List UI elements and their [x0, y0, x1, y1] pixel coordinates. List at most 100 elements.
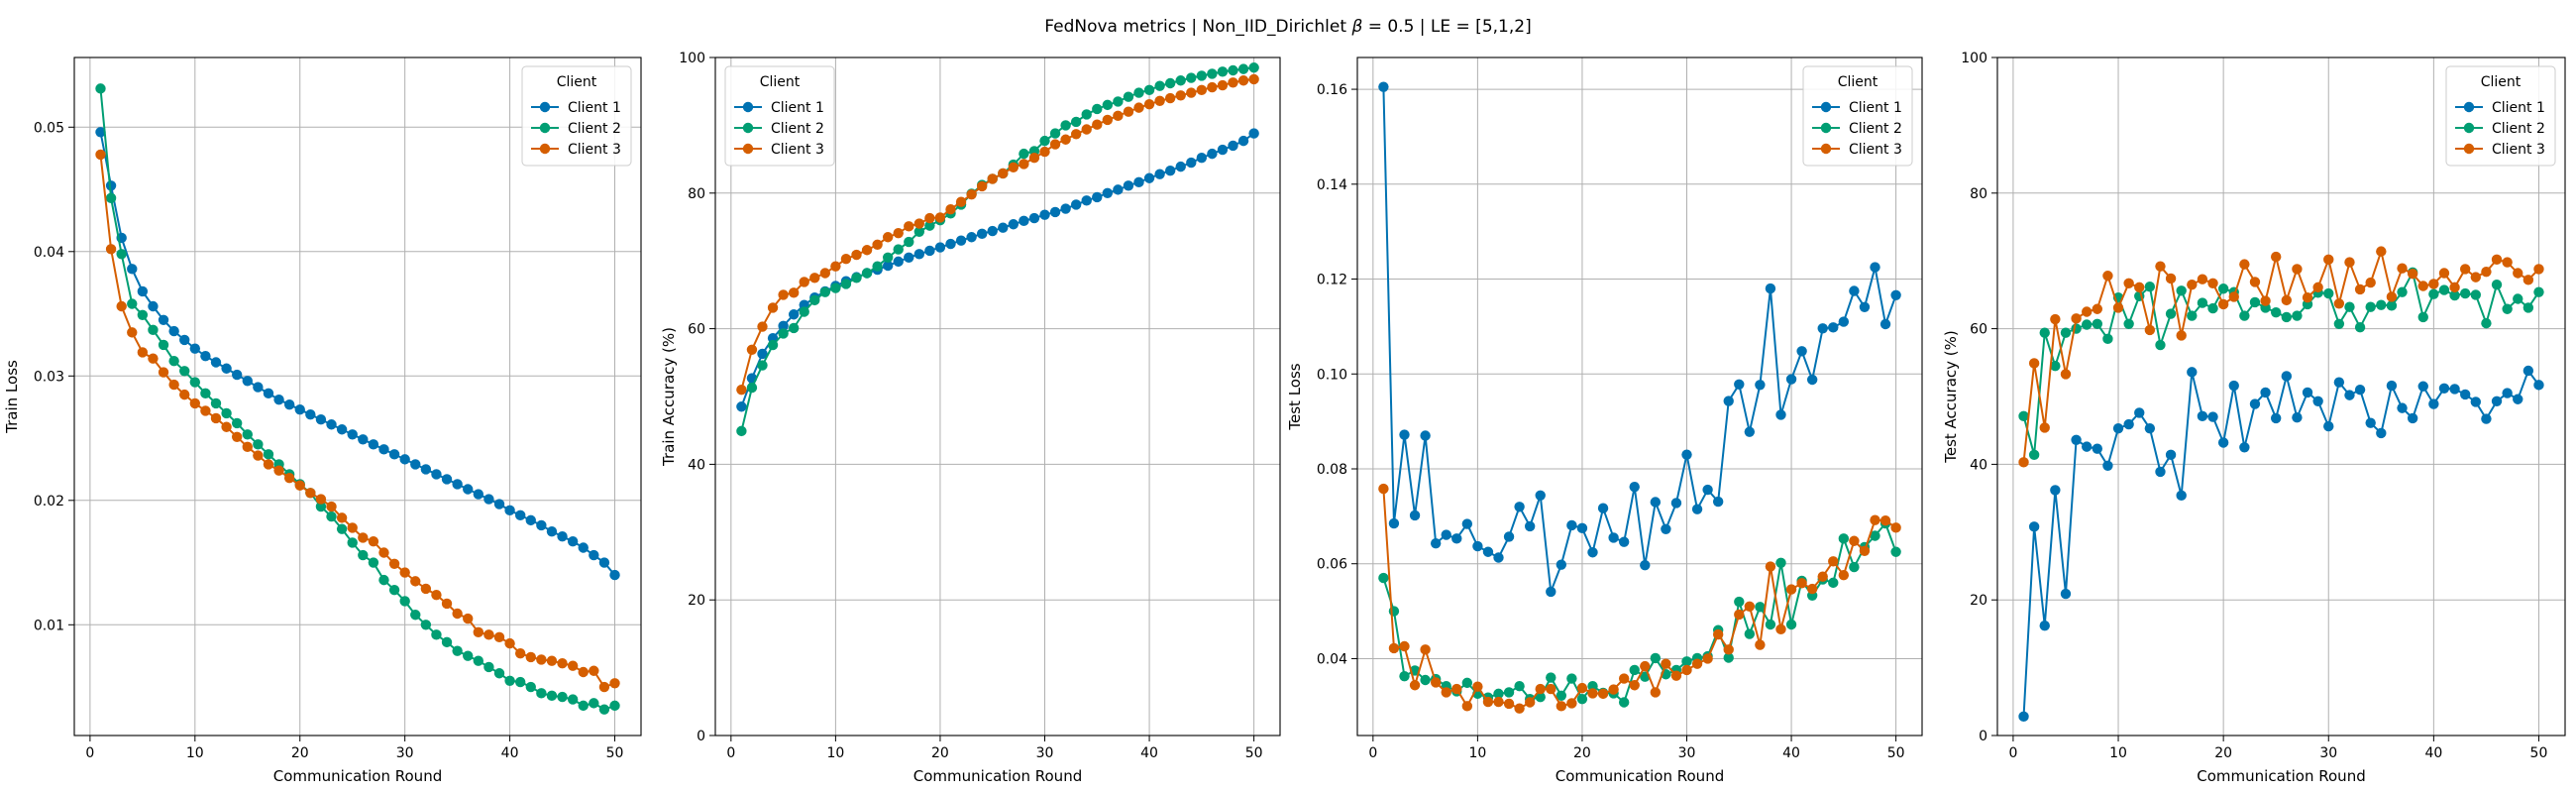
data-point — [767, 302, 779, 313]
data-point — [2354, 384, 2366, 396]
data-point — [514, 510, 526, 521]
chart-panel-1: 0 10 20 30 40 50 0.01 0.02 0.03 0.04 0.05 Communica… — [3, 57, 642, 785]
data-point — [2281, 311, 2293, 323]
data-point — [2438, 284, 2450, 295]
data-point — [2386, 380, 2398, 392]
data-point — [452, 645, 463, 656]
data-point — [799, 306, 809, 317]
data-point — [2270, 306, 2282, 318]
data-point — [746, 344, 758, 355]
legend-entry-label: Client 2 — [2492, 121, 2545, 137]
data-point — [904, 221, 914, 232]
data-point — [283, 398, 295, 410]
data-point — [1890, 546, 1901, 557]
data-point — [483, 661, 494, 673]
y-tick-label: 0.14 — [1317, 177, 1347, 193]
data-point — [1785, 584, 1797, 595]
data-point — [378, 547, 389, 558]
data-point — [788, 309, 800, 320]
data-point — [851, 249, 862, 261]
data-point — [2533, 264, 2544, 275]
data-point — [399, 454, 410, 465]
data-point — [2438, 268, 2450, 279]
data-point — [2207, 302, 2218, 314]
data-point — [2302, 291, 2313, 303]
data-point — [2312, 282, 2323, 293]
data-point — [463, 484, 474, 495]
data-point — [336, 424, 348, 435]
data-point — [2438, 383, 2450, 394]
data-point — [924, 220, 935, 231]
data-point — [253, 382, 264, 393]
data-point — [2417, 381, 2428, 392]
data-point — [2491, 396, 2503, 406]
data-point — [2081, 306, 2093, 317]
data-point — [589, 549, 599, 561]
legend-entry-label: Client 1 — [2492, 100, 2545, 116]
data-point — [976, 228, 988, 240]
data-point — [1535, 692, 1546, 703]
x-axis-label: Communication Round — [2197, 767, 2365, 785]
series-client-3 — [2018, 246, 2544, 468]
data-point — [2018, 457, 2029, 468]
x-tick-label: 10 — [1468, 745, 1486, 761]
data-point — [2312, 396, 2323, 406]
data-point — [2249, 296, 2261, 308]
data-point — [2155, 339, 2166, 351]
data-point — [1890, 289, 1901, 301]
data-point — [1597, 503, 1609, 513]
data-point — [2155, 261, 2166, 272]
data-point — [2522, 365, 2534, 377]
data-point — [589, 665, 599, 676]
data-point — [1123, 91, 1134, 102]
data-point — [2217, 283, 2229, 294]
x-tick-label: 20 — [291, 745, 309, 761]
data-point — [872, 261, 883, 272]
data-point — [2134, 407, 2145, 418]
data-point — [1378, 81, 1389, 92]
data-point — [105, 244, 117, 255]
x-tick-label: 40 — [501, 745, 519, 761]
series-client-2 — [2018, 267, 2544, 461]
legend-swatch-marker — [1820, 122, 1832, 134]
data-point — [1060, 120, 1071, 131]
data-point — [2365, 301, 2376, 312]
data-point — [2123, 318, 2134, 330]
data-point — [1237, 135, 1249, 147]
data-point — [2502, 257, 2513, 268]
data-point — [2018, 711, 2029, 723]
data-point — [1744, 628, 1756, 639]
data-point — [819, 286, 831, 297]
data-point — [2333, 298, 2345, 309]
data-point — [2397, 402, 2408, 413]
data-point — [1556, 559, 1567, 570]
data-point — [924, 212, 935, 224]
data-point — [127, 298, 138, 309]
x-tick-label: 20 — [2214, 745, 2232, 761]
data-point — [1817, 571, 1828, 582]
data-point — [2197, 274, 2208, 284]
data-point — [2397, 263, 2408, 274]
data-point — [546, 690, 558, 702]
data-point — [1143, 84, 1155, 96]
data-point — [1723, 396, 1734, 406]
data-point — [253, 450, 264, 461]
data-point — [263, 449, 274, 460]
data-point — [536, 688, 547, 699]
legend-entry-label: Client 1 — [568, 100, 621, 116]
data-point — [2092, 443, 2103, 454]
data-point — [1849, 535, 1860, 546]
data-point — [1186, 87, 1197, 98]
data-point — [1070, 116, 1082, 128]
data-point — [1503, 531, 1515, 542]
data-point — [1576, 693, 1588, 705]
data-point — [1566, 519, 1577, 531]
y-axis-label: Train Accuracy (%) — [660, 327, 678, 467]
data-point — [504, 675, 515, 686]
data-point — [1123, 106, 1134, 117]
data-point — [294, 480, 305, 491]
y-tick-label: 0 — [697, 729, 705, 744]
data-point — [1870, 530, 1880, 541]
plot-frame — [1996, 57, 2566, 736]
data-point — [105, 192, 117, 204]
